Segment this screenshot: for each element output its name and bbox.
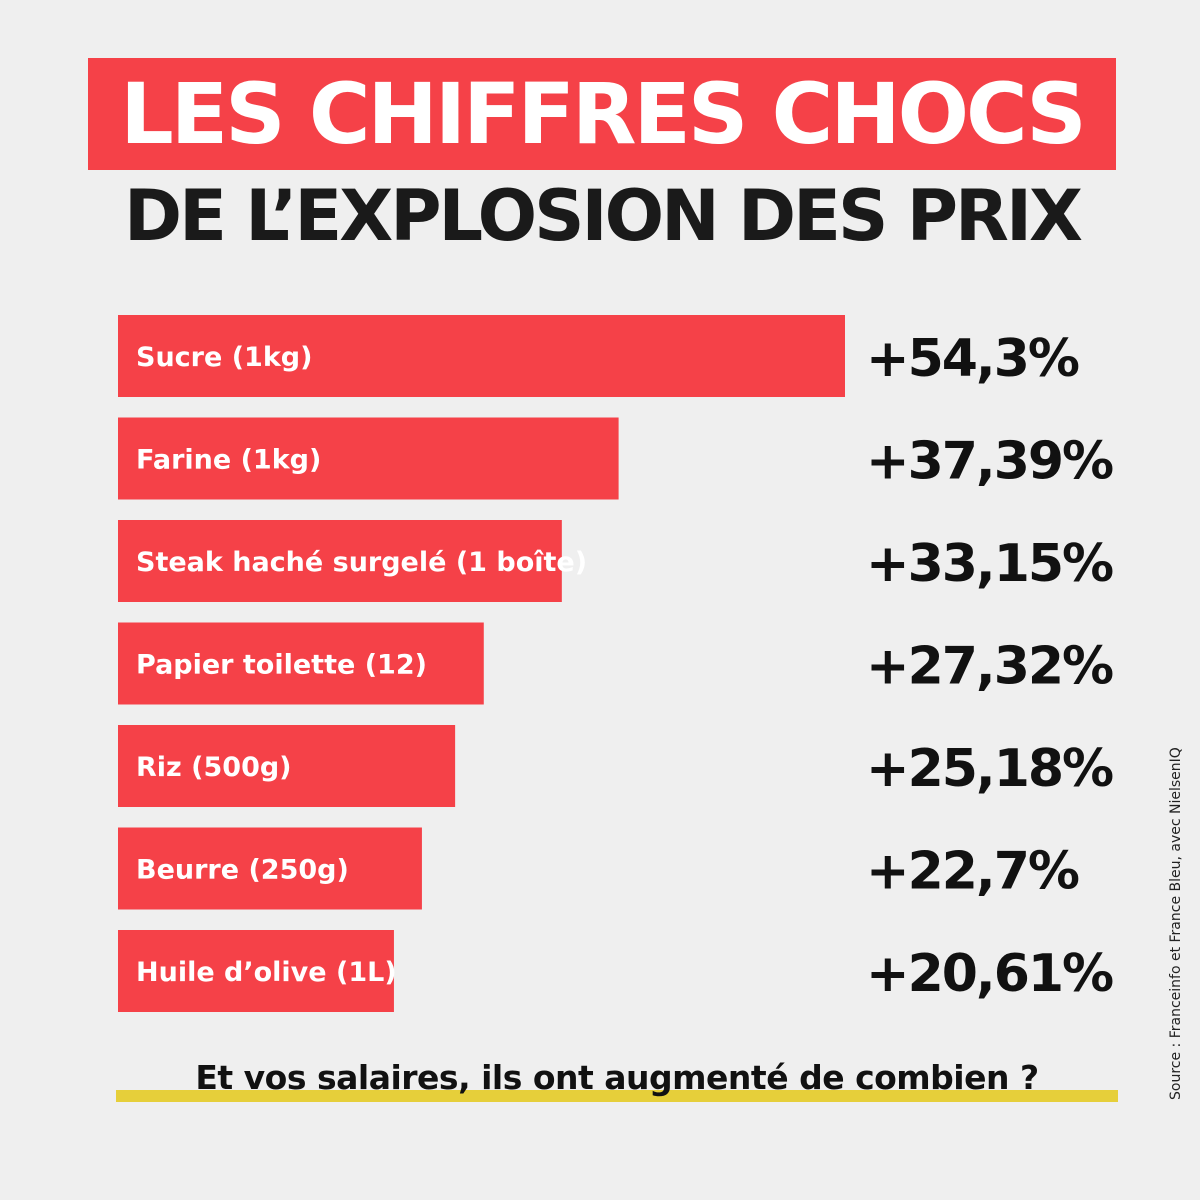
bar-2 [118, 520, 562, 602]
bar-label-3: Papier toilette (12) [136, 650, 427, 681]
value-label-6: +20,61% [866, 944, 1113, 1004]
bar-1 [118, 417, 619, 500]
bar-6 [118, 930, 394, 1012]
page-subtitle: DE L’EXPLOSION DES PRIX [124, 175, 1083, 257]
value-label-0: +54,3% [866, 329, 1079, 389]
bar-label-4: Riz (500g) [136, 752, 292, 783]
question-text: Et vos salaires, ils ont augmenté de com… [195, 1058, 1039, 1097]
bar-label-2: Steak haché surgelé (1 boîte) [136, 547, 587, 578]
bar-3 [118, 622, 484, 705]
value-label-4: +25,18% [866, 739, 1113, 799]
page-title: LES CHIFFRES CHOCS [120, 65, 1086, 163]
value-label-1: +37,39% [866, 432, 1113, 492]
source-note: Source : Franceinfo et France Bleu, avec… [1168, 747, 1184, 1100]
bar-4 [118, 725, 456, 807]
title-banner: LES CHIFFRES CHOCS [88, 58, 1116, 170]
bar-0 [118, 315, 845, 397]
bar-label-6: Huile d’olive (1L) [136, 957, 397, 988]
bar-5 [118, 827, 422, 910]
value-label-5: +22,7% [866, 842, 1079, 902]
value-label-2: +33,15% [866, 534, 1113, 594]
bar-label-0: Sucre (1kg) [136, 342, 312, 373]
question-block: Et vos salaires, ils ont augmenté de com… [116, 1058, 1118, 1104]
value-label-3: +27,32% [866, 637, 1113, 697]
bar-label-1: Farine (1kg) [136, 445, 321, 476]
question-highlight [116, 1090, 1118, 1102]
bar-label-5: Beurre (250g) [136, 855, 349, 886]
